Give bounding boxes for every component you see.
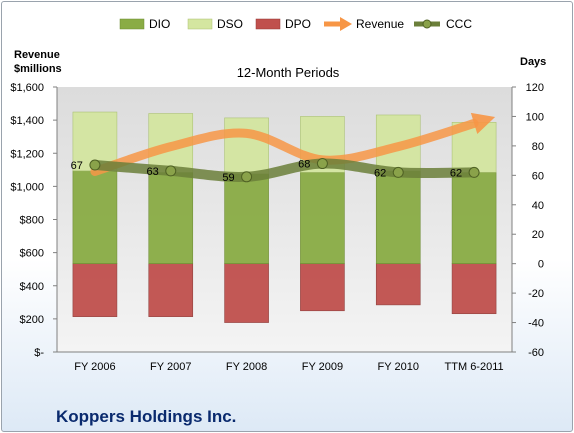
right-axis-tick-label: 40	[532, 200, 544, 212]
left-axis-tick-label: $1,400	[10, 115, 44, 127]
legend-swatch-dpo	[255, 18, 281, 30]
legend-label-dso: DSO	[217, 17, 243, 31]
ccc-data-label: 59	[222, 172, 234, 184]
left-axis-tick-label: $600	[20, 248, 44, 260]
left-axis-tick-label: $-	[34, 347, 44, 359]
bar-dio	[300, 172, 345, 264]
company-name: Koppers Holdings Inc.	[56, 407, 236, 426]
ccc-data-label: 63	[147, 166, 159, 178]
ccc-point	[392, 166, 404, 178]
chart-title: 12-Month Periods	[237, 65, 340, 80]
legend-swatch-dio	[119, 18, 145, 30]
right-axis-tick-label: 20	[532, 229, 544, 241]
x-tick-label: FY 2007	[150, 361, 191, 373]
x-tick-label: FY 2010	[378, 361, 419, 373]
legend: DIO DSO DPO Revenue CCC	[119, 17, 472, 31]
left-axis-title-line2: $millions	[14, 63, 62, 75]
x-tick-label: TTM 6-2011	[445, 361, 504, 373]
ccc-data-label: 67	[71, 160, 83, 172]
ccc-point	[316, 158, 328, 170]
right-axis-title: Days	[520, 56, 546, 68]
right-axis-tick-label: -60	[528, 347, 544, 359]
revenue-arrowhead	[470, 112, 496, 134]
left-axis-tick-label: $800	[20, 215, 44, 227]
left-axis-tick-label: $1,000	[10, 181, 44, 193]
bar-dpo	[300, 263, 345, 312]
bar-dpo	[375, 263, 421, 306]
right-axis-tick-label: 120	[526, 82, 544, 94]
bar-dpo	[148, 263, 194, 317]
bar-dpo	[72, 263, 118, 317]
ccc-data-label: 68	[298, 159, 310, 171]
bar-dio	[451, 172, 497, 264]
ccc-line	[89, 158, 480, 182]
left-axis-title-line1: Revenue	[14, 49, 60, 61]
ccc-data-label: 62	[374, 167, 386, 179]
ccc-point	[165, 165, 177, 177]
right-axis-tick-label: -20	[528, 288, 544, 300]
legend-label-dio: DIO	[149, 17, 170, 31]
right-axis-tick-label: 80	[532, 141, 544, 153]
bar-dio	[375, 170, 421, 264]
x-tick-label: FY 2009	[302, 361, 343, 373]
bar-dio	[224, 173, 269, 264]
right-axis-tick-label: 100	[526, 111, 544, 123]
bar-dpo	[451, 263, 497, 315]
bar-dso	[224, 117, 269, 175]
left-axis-tick-label: $400	[20, 281, 44, 293]
legend-swatch-ccc	[414, 19, 440, 29]
left-axis-tick-label: $1,200	[10, 148, 44, 160]
ccc-data-label: 62	[450, 167, 462, 179]
right-axis-tick-label: 0	[538, 259, 544, 271]
x-tick-label: FY 2008	[226, 361, 267, 373]
legend-swatch-dso	[187, 18, 213, 30]
legend-label-ccc: CCC	[446, 17, 472, 31]
legend-label-dpo: DPO	[285, 17, 311, 31]
ccc-point	[89, 159, 101, 171]
legend-swatch-revenue	[324, 17, 352, 31]
bar-dio	[148, 172, 194, 264]
ccc-point	[241, 171, 253, 183]
x-tick-label: FY 2006	[74, 361, 115, 373]
legend-label-revenue: Revenue	[356, 17, 404, 31]
ccc-point	[468, 166, 480, 178]
plot-area	[57, 87, 512, 352]
right-axis-tick-label: -40	[528, 318, 544, 330]
bar-dpo	[224, 263, 269, 323]
bar-dio	[72, 170, 118, 264]
left-axis-tick-label: $1,600	[10, 82, 44, 94]
right-axis-tick-label: 60	[532, 170, 544, 182]
revenue-line	[90, 118, 479, 176]
left-axis-tick-label: $200	[20, 314, 44, 326]
